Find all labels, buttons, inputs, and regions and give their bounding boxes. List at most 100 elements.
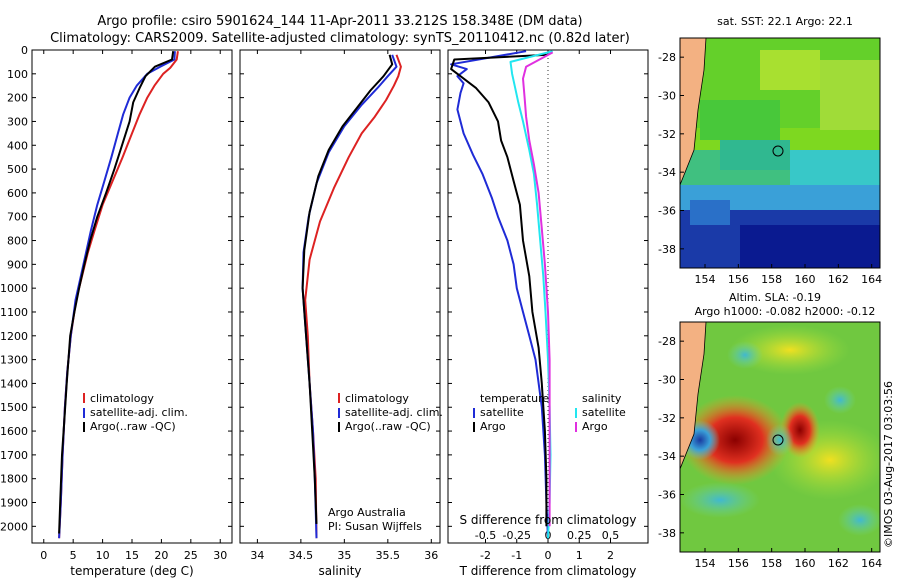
y-tick-label: 500 [7,163,28,176]
y-tick-label: 1900 [0,497,28,510]
x-tick-label: 34.5 [289,549,314,562]
map-lat-label: -34 [658,166,676,179]
s-tick-label: -0.25 [503,529,531,542]
s-tick-label: 0.5 [602,529,620,542]
x-tick-label: 35.5 [376,549,401,562]
y-tick-label: 600 [7,187,28,200]
map-lat-label: -28 [658,335,676,348]
temperature-panel: 0 5 10 15 20 25 300100200300400500600700800900… [0,44,233,578]
y-tick-label: 400 [7,139,28,152]
sst-map-title: sat. SST: 22.1 Argo: 22.1 [717,15,853,28]
x-tick-label: 25 [184,549,198,562]
sla-map-frame [679,321,881,553]
y-tick-label: 1300 [0,354,28,367]
y-tick-label: 300 [7,115,28,128]
x-tick-label: 34 [250,549,264,562]
x-tick-label: 0 [545,549,552,562]
map-lat-label: -36 [658,489,676,502]
x-tick-label: 5 [70,549,77,562]
sst-map-image [680,38,880,268]
x-tick-label: 0 [40,549,47,562]
imos-credit: ©IMOS 03-Aug-2017 03:03:56 [882,381,895,548]
legend-label-satellite: satellite-adj. clim. [345,406,443,419]
y-tick-label: 1200 [0,330,28,343]
map-lon-label: 164 [861,557,882,570]
y-tick-label: 1800 [0,473,28,486]
difference-legend: temperature satellite Argo salinity sate… [473,392,626,433]
annotation-pi: PI: Susan Wijffels [328,520,422,533]
difference-axes-box [447,49,649,544]
legend-heading-temperature: temperature [480,392,549,405]
figure-title-line2: Climatology: CARS2009. Satellite-adjuste… [50,31,630,46]
x-tick-label: 10 [96,549,110,562]
argo-location-marker [772,145,784,157]
map-lat-label: -28 [658,51,676,64]
y-tick-label: 1100 [0,306,28,319]
x-tick-label: 2 [607,549,614,562]
salinity-xlabel: salinity [318,564,361,578]
map-lon-label: 156 [728,273,749,286]
legend-label-climatology: climatology [90,392,154,405]
x-tick-label: -2 [480,549,491,562]
map-lon-label: 162 [828,273,849,286]
y-tick-label: 1000 [0,282,28,295]
y-tick-label: 100 [7,68,28,81]
sst-map-frame [679,37,881,269]
map-lat-label: -30 [658,374,676,387]
sla-map-image [680,322,880,552]
series-line-salinity-argo [522,51,554,527]
legend-heading-salinity: salinity [582,392,622,405]
legend-label-argo: Argo(..raw -QC) [90,420,176,433]
legend-label-argo: Argo(..raw -QC) [345,420,431,433]
x-tick-label: 30 [213,549,227,562]
argo-location-marker [772,434,784,446]
map-lat-label: -38 [658,527,676,540]
y-tick-label: 0 [21,44,28,57]
y-tick-label: 1700 [0,449,28,462]
legend-label-s-satellite: satellite [582,406,626,419]
s-tick-label: -0.5 [475,529,496,542]
difference-panel: -2 -1 0 1 2-0.5 -0.25 0 0.25 0.5 T difference fr… [447,49,649,578]
map-lat-label: -34 [658,450,676,463]
sla-map-title-line1: Altim. SLA: -0.19 [729,291,821,304]
y-tick-label: 1400 [0,377,28,390]
x-tick-label: 20 [154,549,168,562]
y-tick-label: 800 [7,235,28,248]
legend-label-climatology: climatology [345,392,409,405]
s-tick-label: 0.25 [567,529,592,542]
map-lon-label: 164 [861,273,882,286]
figure-title-line1: Argo profile: csiro 5901624_144 11-Apr-2… [97,14,582,29]
legend-label-t-satellite: satellite [480,406,524,419]
y-tick-label: 1600 [0,425,28,438]
map-lon-label: 158 [761,273,782,286]
sst-map-panel: sat. SST: 22.1 Argo: 22.1 154 156 158 160 16… [658,15,882,286]
legend-label-satellite: satellite-adj. clim. [90,406,188,419]
map-lon-label: 156 [728,557,749,570]
map-lon-label: 162 [828,557,849,570]
series-line-argo [450,53,549,527]
temperature-xlabel: temperature (deg C) [70,564,193,578]
map-lon-label: 158 [761,557,782,570]
sla-map-title-line2: Argo h1000: -0.082 h2000: -0.12 [695,305,876,318]
map-lon-label: 154 [695,273,716,286]
legend-label-t-argo: Argo [480,420,506,433]
y-tick-label: 200 [7,92,28,105]
series-line-climatology [304,54,402,539]
legend-label-s-argo: Argo [582,420,608,433]
map-lat-label: -36 [658,205,676,218]
map-lon-label: 160 [795,273,816,286]
map-lat-label: -32 [658,412,676,425]
x-tick-label: 36 [424,549,438,562]
s-difference-xlabel: S difference from climatology [460,513,637,527]
y-tick-label: 2000 [0,520,28,533]
series-line-satellite-adj-clim- [58,51,176,539]
annotation-argo-australia: Argo Australia [328,506,406,519]
map-lat-label: -32 [658,128,676,141]
x-tick-label: 15 [125,549,139,562]
series-line-satellite [450,50,549,539]
t-difference-xlabel: T difference from climatology [459,564,637,578]
series-line-argo-raw-qc- [301,54,394,524]
series-line-satellite-adj-clim- [301,54,398,539]
map-lat-label: -38 [658,243,676,256]
salinity-legend: climatology satellite-adj. clim. Argo(..… [338,392,443,433]
